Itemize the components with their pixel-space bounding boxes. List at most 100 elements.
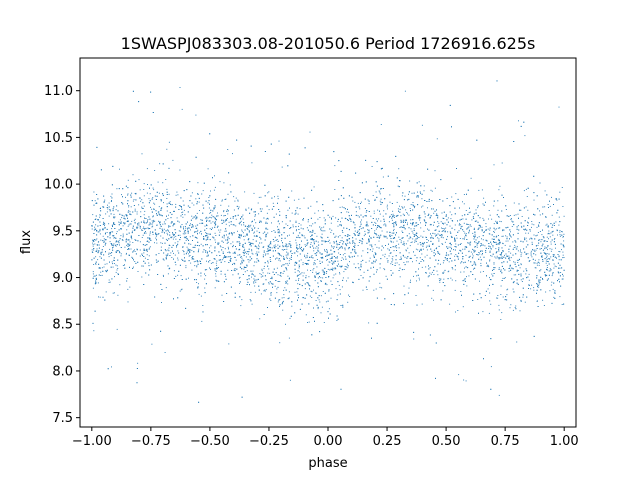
scatter-point (337, 260, 339, 262)
scatter-point (326, 272, 327, 274)
scatter-point (312, 229, 314, 231)
scatter-point (527, 209, 529, 211)
scatter-point (276, 288, 278, 290)
scatter-point (455, 193, 457, 195)
scatter-point (321, 240, 323, 242)
scatter-point (460, 226, 462, 228)
scatter-point (113, 222, 115, 224)
scatter-point (259, 220, 261, 222)
scatter-point (215, 271, 217, 272)
scatter-point (421, 242, 423, 244)
scatter-point (359, 226, 361, 228)
scatter-point (221, 236, 223, 238)
scatter-point (213, 208, 215, 210)
scatter-point (277, 286, 279, 288)
scatter-point (469, 229, 470, 231)
scatter-point (454, 255, 456, 257)
scatter-point (399, 227, 401, 228)
scatter-point (361, 238, 363, 239)
scatter-point (99, 214, 101, 216)
scatter-point (336, 315, 338, 317)
scatter-point (347, 277, 349, 279)
scatter-point (102, 296, 104, 298)
scatter-point (317, 306, 319, 308)
scatter-point (134, 249, 135, 251)
scatter-point (385, 236, 387, 238)
scatter-point (147, 237, 149, 239)
scatter-point (298, 267, 300, 269)
scatter-point (347, 242, 349, 244)
scatter-point (149, 269, 151, 271)
scatter-point (420, 222, 421, 224)
scatter-point (112, 247, 113, 249)
scatter-point (405, 209, 407, 211)
scatter-point (286, 248, 288, 250)
scatter-point (529, 238, 531, 240)
scatter-point (125, 185, 127, 187)
scatter-point (107, 208, 109, 210)
scatter-point (221, 199, 223, 201)
scatter-point (353, 242, 355, 244)
scatter-point (251, 252, 253, 254)
scatter-point (554, 290, 556, 292)
scatter-point (463, 203, 465, 205)
scatter-point (112, 292, 114, 294)
scatter-point (536, 264, 538, 266)
scatter-point (109, 234, 111, 236)
scatter-point (445, 214, 447, 216)
scatter-point (428, 244, 430, 246)
scatter-point (489, 250, 491, 252)
scatter-point (108, 223, 110, 225)
scatter-point (243, 235, 244, 237)
scatter-point (395, 224, 397, 225)
scatter-point (94, 226, 96, 228)
scatter-point (493, 231, 495, 233)
scatter-point (523, 121, 525, 123)
scatter-point (520, 264, 522, 266)
scatter-point (227, 236, 229, 238)
scatter-point (144, 222, 146, 224)
scatter-point (418, 237, 420, 238)
scatter-point (324, 250, 326, 252)
scatter-point (508, 268, 510, 269)
scatter-point (452, 268, 454, 270)
scatter-point (392, 210, 394, 212)
scatter-point (254, 280, 256, 282)
scatter-point (319, 263, 321, 264)
scatter-point (392, 246, 394, 248)
scatter-point (282, 309, 284, 311)
scatter-point (427, 207, 428, 209)
scatter-point (503, 278, 505, 279)
scatter-point (536, 292, 537, 294)
scatter-point (544, 248, 546, 250)
scatter-point (379, 286, 381, 288)
scatter-point (235, 225, 237, 227)
scatter-point (540, 289, 542, 291)
scatter-point (398, 236, 400, 238)
scatter-point (252, 239, 254, 241)
scatter-point (330, 222, 332, 224)
scatter-point (256, 230, 258, 232)
scatter-point (109, 248, 111, 250)
scatter-point (314, 222, 316, 224)
scatter-point (206, 228, 208, 229)
scatter-point (371, 250, 373, 252)
scatter-point (136, 248, 138, 250)
scatter-point (326, 284, 328, 286)
scatter-point (330, 280, 332, 282)
scatter-point (510, 218, 512, 219)
scatter-point (457, 220, 458, 222)
scatter-point (337, 236, 339, 238)
scatter-point (449, 242, 451, 244)
scatter-point (346, 211, 348, 213)
scatter-point (306, 263, 308, 265)
scatter-point (462, 258, 464, 260)
scatter-point (411, 224, 413, 226)
scatter-point (516, 270, 518, 272)
scatter-point (416, 275, 418, 277)
scatter-point (234, 252, 236, 254)
scatter-point (505, 296, 507, 298)
scatter-point (339, 206, 341, 208)
scatter-point (99, 221, 101, 223)
scatter-point (209, 260, 211, 261)
